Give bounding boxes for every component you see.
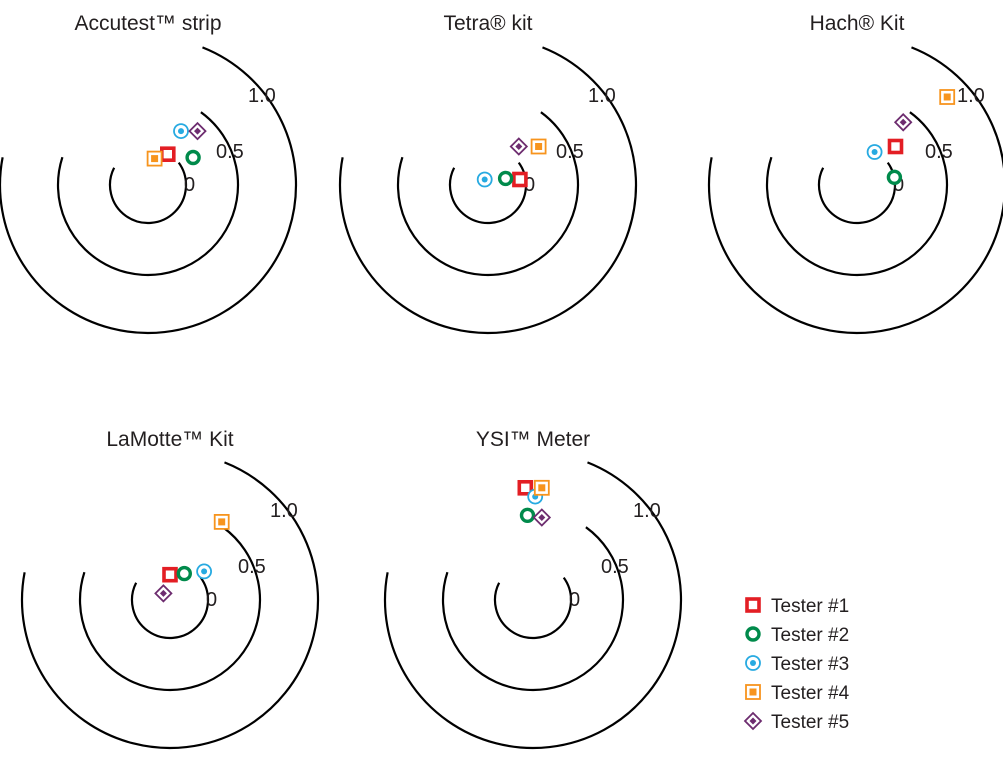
- data-point: [886, 169, 903, 186]
- ring-label: 0: [893, 174, 904, 196]
- ring-arc: [338, 46, 638, 335]
- legend-item: Tester #1: [745, 596, 849, 617]
- data-point: [154, 584, 173, 603]
- ring-label: 1.0: [957, 85, 985, 107]
- ring-arc: [817, 162, 897, 225]
- data-point: [517, 479, 534, 496]
- ring-label: 0.5: [238, 556, 266, 578]
- ring-label: 0: [206, 589, 217, 611]
- legend-label: Tester #2: [771, 625, 849, 646]
- ring-label: 0.5: [216, 141, 244, 163]
- ring-label: 0: [184, 174, 195, 196]
- data-point: [176, 565, 193, 582]
- ring-label: 0: [524, 174, 535, 196]
- legend: Tester #1 Tester #2 Tester #3 Tester #4 Test…: [743, 596, 850, 733]
- ring-label: 1.0: [633, 500, 661, 522]
- data-point: [146, 150, 163, 167]
- panel: Tetra® kit 0 0.5 1.0: [338, 12, 638, 335]
- data-point: [519, 507, 536, 523]
- ring-arc: [765, 111, 949, 277]
- data-point: [160, 146, 176, 162]
- data-point: [162, 566, 178, 583]
- panel-title: YSI™ Meter: [476, 428, 590, 451]
- ring-arc: [0, 46, 298, 335]
- data-point: [939, 89, 956, 105]
- data-point: [887, 138, 904, 155]
- data-point: [530, 138, 547, 155]
- panel: LaMotte™ Kit 0 0.5 1.0: [20, 428, 320, 750]
- data-point: [866, 144, 883, 160]
- ring-arc: [78, 526, 262, 692]
- ring-arc: [441, 526, 625, 692]
- ring-arc: [130, 577, 210, 640]
- ring-label: 0.5: [925, 141, 953, 163]
- legend-label: Tester #3: [771, 654, 849, 675]
- legend-marker: [745, 684, 761, 700]
- data-point: [173, 123, 189, 140]
- data-point: [476, 171, 493, 188]
- ring-arc: [707, 46, 1003, 335]
- data-point: [532, 508, 552, 527]
- legend-label: Tester #5: [771, 712, 849, 733]
- data-point: [196, 563, 213, 580]
- ring-label: 1.0: [248, 85, 276, 107]
- ring-arc: [56, 111, 240, 277]
- legend-marker: [745, 597, 761, 613]
- legend-item: Tester #5: [743, 711, 849, 733]
- data-point: [185, 149, 201, 166]
- panel: Hach® Kit 0 0.5 1.0: [707, 12, 1003, 335]
- data-point: [512, 171, 528, 188]
- ring-label: 1.0: [270, 500, 298, 522]
- panel: Accutest™ strip 0 0.5 1.0: [0, 12, 298, 335]
- data-point: [213, 514, 230, 530]
- ring-arc: [383, 461, 683, 750]
- data-point: [533, 479, 550, 496]
- legend-item: Tester #2: [745, 625, 849, 646]
- ring-arc: [20, 461, 320, 750]
- legend-label: Tester #1: [771, 596, 849, 617]
- data-point: [509, 137, 529, 156]
- legend-item: Tester #3: [745, 654, 849, 675]
- panel-title: Tetra® kit: [444, 12, 533, 35]
- data-point: [497, 170, 514, 187]
- ring-arc: [108, 162, 188, 225]
- panel-title: Hach® Kit: [810, 12, 905, 35]
- ring-label: 0.5: [601, 556, 629, 578]
- panel: YSI™ Meter 0 0.5 1.0: [383, 428, 683, 750]
- legend-item: Tester #4: [745, 683, 850, 704]
- data-point: [188, 121, 207, 141]
- ring-arc: [493, 577, 573, 640]
- ring-label: 0.5: [556, 141, 584, 163]
- panel-title: LaMotte™ Kit: [106, 428, 233, 451]
- ring-arc: [396, 111, 580, 277]
- panel-title: Accutest™ strip: [74, 12, 221, 35]
- data-point: [893, 113, 913, 132]
- legend-label: Tester #4: [771, 683, 850, 704]
- ring-label: 1.0: [588, 85, 616, 107]
- legend-marker: [743, 711, 763, 731]
- legend-marker: [745, 655, 761, 671]
- legend-marker: [745, 626, 761, 642]
- ring-label: 0: [569, 589, 580, 611]
